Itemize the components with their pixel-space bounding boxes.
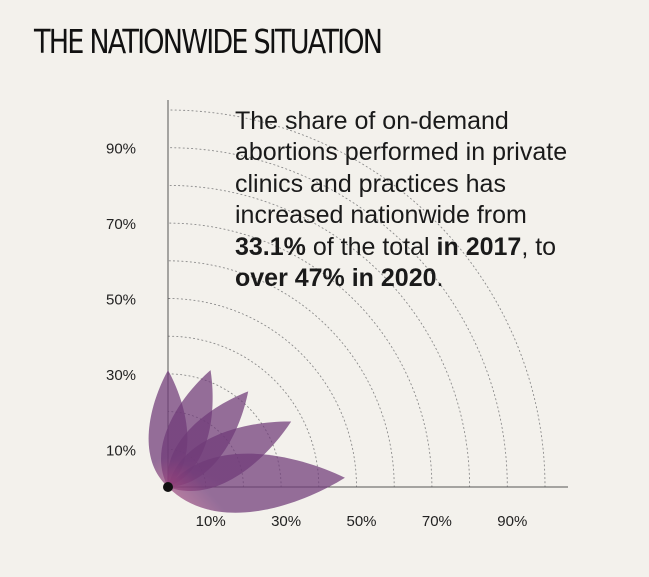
grid-arc-3: [167, 335, 320, 488]
grid-arc-2: [167, 373, 282, 488]
x-tick-0: 10%: [196, 513, 226, 530]
annotation-line-4: increased nationwide from: [235, 201, 527, 230]
y-tick-3: 70%: [106, 216, 136, 233]
x-tick-2: 50%: [346, 513, 376, 530]
grid-arc-5: [167, 260, 395, 488]
y-tick-2: 50%: [106, 292, 136, 309]
annotation-line-2: abortions performed in private: [235, 138, 568, 167]
petal-4: [168, 453, 345, 513]
grid-arcs: [167, 109, 546, 488]
grid-arc-4: [167, 298, 357, 488]
grid-arc-8: [167, 147, 508, 488]
page-title: THE NATIONWIDE SITUATION: [34, 22, 383, 61]
x-tick-1: 30%: [271, 513, 301, 530]
x-tick-3: 70%: [422, 513, 452, 530]
text-to: , to: [521, 232, 557, 261]
year-2017: in 2017: [436, 232, 522, 261]
y-tick-labels: 10% 30% 50% 70% 90%: [106, 141, 136, 460]
x-tick-4: 90%: [497, 513, 527, 530]
y-tick-4: 90%: [106, 141, 136, 158]
origin-dot: [163, 482, 173, 492]
annotation-text: The share of on-demand abortions performe…: [235, 106, 635, 294]
x-tick-labels: 10% 30% 50% 70% 90%: [196, 513, 528, 530]
y-tick-1: 30%: [106, 367, 136, 384]
grid-arc-6: [167, 222, 433, 488]
value-2017: 33.1%: [235, 232, 306, 261]
annotation-line-3: clinics and practices has: [235, 169, 506, 198]
text-of-total: of the total: [305, 232, 437, 261]
annotation-line-1: The share of on-demand: [235, 107, 509, 135]
text-period: .: [436, 264, 444, 293]
petals: [148, 370, 345, 513]
grid-arc-7: [167, 184, 471, 488]
y-tick-0: 10%: [106, 442, 136, 459]
grid-arc-9: [167, 109, 546, 488]
value-2020: over 47% in 2020: [235, 264, 437, 293]
